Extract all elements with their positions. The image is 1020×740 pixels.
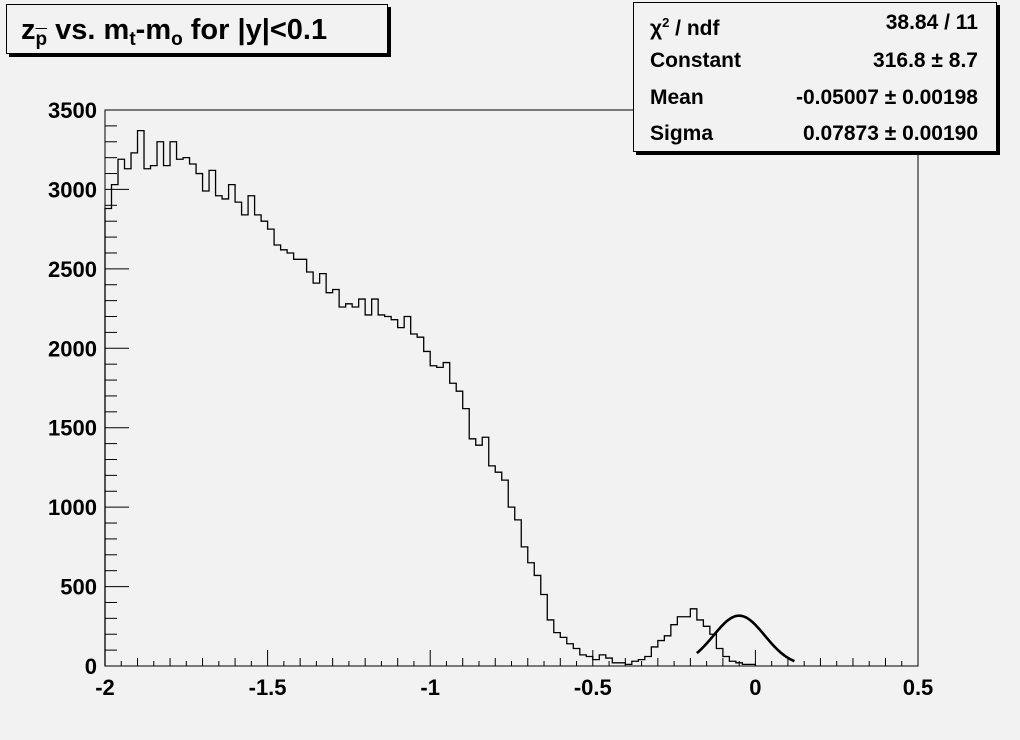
- x-tick-label: 0: [749, 675, 761, 700]
- y-tick-label: 2000: [48, 336, 97, 361]
- plot-frame: [104, 109, 919, 667]
- mean-value: -0.05007 ± 0.00198: [795, 86, 978, 109]
- y-tick-label: 1500: [48, 416, 97, 441]
- stat-row-chi2: χ2 / ndf 38.84 / 11: [634, 5, 996, 41]
- axes: -2 -1.5 -1 -0.5 0 0.5 0 500 1000 1500 2000 2500 3000…: [48, 98, 933, 700]
- title-t: t: [129, 29, 136, 50]
- x-tick-label: -0.5: [574, 675, 612, 700]
- x-tick-label: -1: [420, 675, 440, 700]
- x-tick-label: 0.5: [903, 675, 934, 700]
- title-z: z: [21, 14, 36, 46]
- y-tick-label: 0: [85, 654, 97, 679]
- y-tick-label: 500: [60, 575, 97, 600]
- stat-row-constant: Constant 316.8 ± 8.7: [634, 43, 996, 79]
- chi2-label: χ2 / ndf: [650, 5, 719, 47]
- title-p-bar: p: [35, 29, 48, 50]
- chi2-rest: / ndf: [669, 17, 720, 40]
- chi2-value: 38.84 / 11: [885, 11, 978, 34]
- chi2-symbol: χ: [650, 17, 663, 40]
- sigma-label: Sigma: [650, 122, 714, 145]
- sigma-value: 0.07873 ± 0.00190: [802, 122, 978, 145]
- y-tick-label: 1000: [48, 495, 97, 520]
- stat-row-mean: Mean -0.05007 ± 0.00198: [634, 80, 996, 116]
- y-tick-label: 3000: [48, 177, 97, 202]
- chi2-sup: 2: [662, 15, 670, 30]
- fit-stats-box: χ2 / ndf 38.84 / 11 Constant 316.8 ± 8.7…: [633, 2, 997, 152]
- title-rest: for |y|<0.1: [182, 14, 328, 46]
- chart-title: zp vs. mt-mo for |y|<0.1: [6, 4, 388, 54]
- y-tick-label: 3500: [48, 98, 97, 123]
- x-tick-label: -2: [95, 675, 115, 700]
- x-tick-label: -1.5: [249, 675, 287, 700]
- constant-value: 316.8 ± 8.7: [873, 49, 978, 72]
- histogram-line: [104, 130, 757, 666]
- title-vs: vs. m: [47, 14, 130, 46]
- title-o: o: [171, 29, 183, 50]
- title-minus: -m: [135, 14, 172, 46]
- stat-row-sigma: Sigma 0.07873 ± 0.00190: [634, 116, 996, 152]
- y-tick-label: 2500: [48, 257, 97, 282]
- gaussian-fit-curve: [696, 614, 795, 663]
- mean-label: Mean: [650, 86, 704, 109]
- constant-label: Constant: [650, 49, 741, 72]
